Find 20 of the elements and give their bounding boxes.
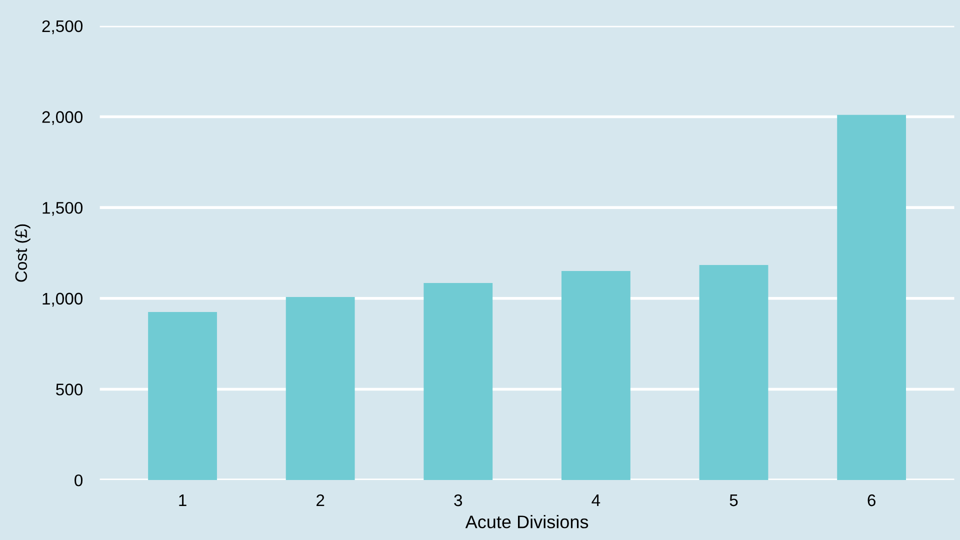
bar <box>148 312 217 480</box>
y-tick-label: 0 <box>74 474 83 486</box>
x-tick-label: 6 <box>868 494 876 506</box>
x-tick-label: 2 <box>316 494 324 506</box>
bar <box>837 114 906 480</box>
y-tick-label: 1,500 <box>42 202 83 216</box>
x-tick-label: 3 <box>454 494 462 506</box>
x-axis-title: Acute Divisions <box>465 515 588 528</box>
y-axis-title: Cost (£) <box>14 224 30 282</box>
y-tick-label: 1,000 <box>42 292 83 307</box>
bar <box>286 296 355 480</box>
bar <box>561 270 630 480</box>
y-tick-label: 2,500 <box>42 20 83 34</box>
y-tick-label: 2,000 <box>42 111 83 125</box>
x-tick-label: 4 <box>592 494 600 506</box>
bar <box>699 264 768 480</box>
x-tick-label: 5 <box>730 494 738 506</box>
y-tick-label: 500 <box>56 384 83 396</box>
bar <box>424 282 493 480</box>
x-tick-label: 1 <box>179 494 186 506</box>
